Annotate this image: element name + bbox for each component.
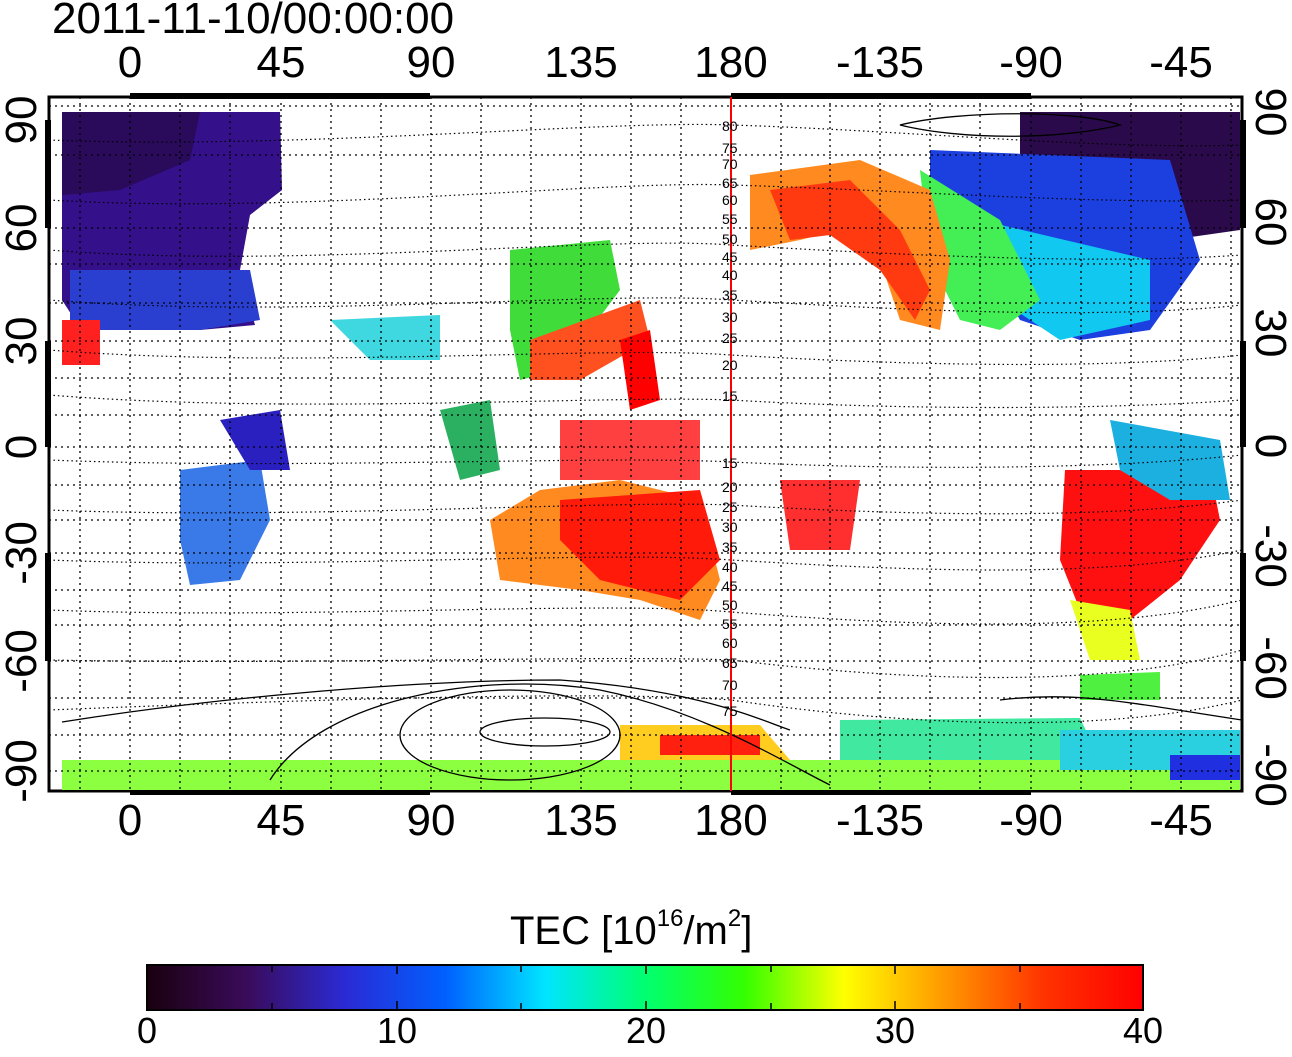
axis-bar: [731, 789, 1031, 795]
colorbar-title: TEC [1016/m2]: [510, 905, 753, 953]
colorbar-tick-label: 10: [376, 1010, 418, 1051]
lon-tick-bottom: -135: [835, 796, 925, 845]
axis-bar: [130, 789, 430, 795]
colorbar-tick-label: 20: [625, 1010, 667, 1051]
contour-label: 65: [722, 655, 738, 671]
contour-label: 75: [722, 703, 738, 719]
contour-label: 20: [722, 479, 738, 495]
lon-tick-top: 45: [256, 38, 306, 87]
lon-tick-bottom: -45: [1149, 796, 1213, 845]
contour-label: 80: [722, 118, 738, 134]
contour-label: 55: [722, 616, 738, 632]
axis-bar: [731, 93, 1031, 99]
contour-label: 25: [722, 330, 738, 346]
contour-label: 30: [722, 519, 738, 535]
contour-label: 50: [722, 231, 738, 247]
colorbar-tick-label: 40: [1122, 1010, 1164, 1051]
colorbar-tick-label: 0: [136, 1010, 158, 1051]
contour-label: 55: [722, 211, 738, 227]
axis-bar: [1240, 120, 1246, 228]
magnetic-contours: [49, 123, 1242, 724]
lon-tick-bottom: -90: [999, 796, 1063, 845]
lon-tick-top: -90: [999, 38, 1063, 87]
coastlines: [61, 113, 1242, 786]
contour-label: 45: [722, 249, 738, 265]
contour-label: 50: [722, 597, 738, 613]
contour-label: 75: [722, 140, 738, 156]
contour-label: 70: [722, 156, 738, 172]
colorbar-ticks: [271, 965, 1021, 1010]
tec-data-layer: [62, 112, 1240, 790]
contour-label: 35: [722, 287, 738, 303]
graticule: [49, 97, 1242, 791]
map-title: 2011-11-10/00:00:00: [52, 0, 455, 43]
contour-label: 40: [722, 559, 738, 575]
lon-tick-bottom: 180: [694, 796, 768, 845]
lon-tick-top: -135: [835, 38, 925, 87]
axis-bar: [45, 553, 51, 661]
contour-label: 70: [722, 677, 738, 693]
colorbar-tick-label: 30: [874, 1010, 916, 1051]
axis-bar: [45, 120, 51, 228]
axis-bar: [130, 93, 430, 99]
lon-tick-top: 90: [406, 38, 456, 87]
lon-tick-top: 0: [117, 38, 143, 87]
lon-tick-bottom: 90: [406, 796, 456, 845]
axis-bar: [1240, 553, 1246, 661]
contour-label: 20: [722, 357, 738, 373]
contour-label: 45: [722, 578, 738, 594]
axis-bar: [45, 341, 51, 447]
axis-bar: [1240, 341, 1246, 447]
lon-tick-bottom: 135: [544, 796, 618, 845]
contour-label: 65: [722, 175, 738, 191]
contour-label: 15: [722, 455, 738, 471]
lon-tick-top: 135: [544, 38, 618, 87]
lon-tick-top: 180: [694, 38, 768, 87]
colorbar: [146, 964, 1144, 1011]
contour-label: 40: [722, 267, 738, 283]
contour-label: 60: [722, 635, 738, 651]
contour-label: 60: [722, 192, 738, 208]
contour-label: 25: [722, 499, 738, 515]
lon-tick-top: -45: [1149, 38, 1213, 87]
lon-tick-bottom: 0: [117, 796, 143, 845]
contour-labels: 80 75 70 65 60 55 50 45 40 35 30 25 20 1…: [722, 118, 738, 719]
contour-label: 30: [722, 309, 738, 325]
contour-label: 35: [722, 539, 738, 555]
contour-label: 15: [722, 388, 738, 404]
lon-tick-bottom: 45: [256, 796, 306, 845]
